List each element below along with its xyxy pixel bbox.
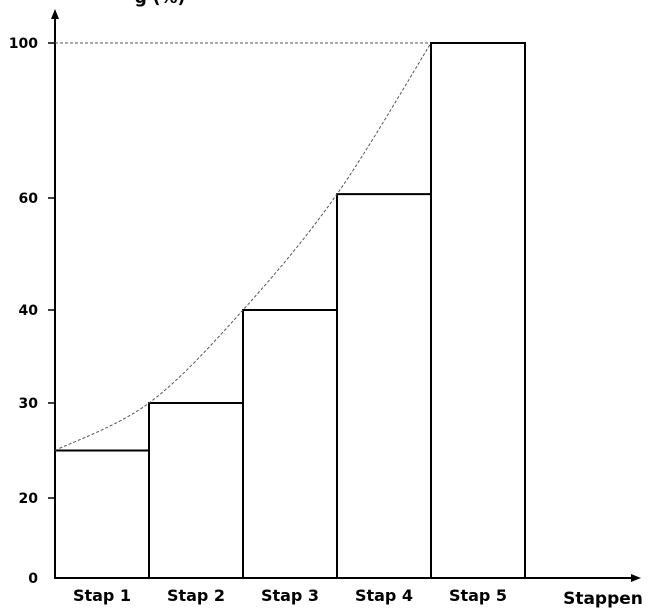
- trend-curve-group: [54, 42, 432, 451]
- y-ticks-group: 0 20 30 40 60 100: [9, 36, 55, 587]
- y-tick-label: 60: [19, 191, 39, 207]
- x-category-label: Stap 3: [261, 586, 319, 605]
- x-category-label: Stap 5: [449, 586, 507, 605]
- y-tick-label: 30: [19, 396, 39, 412]
- y-axis-title: g (%): [135, 0, 186, 8]
- x-labels-group: Stap 1 Stap 2 Stap 3 Stap 4 Stap 5: [73, 586, 507, 605]
- y-tick-label: 100: [9, 36, 38, 52]
- y-tick-label: 0: [28, 571, 38, 587]
- bar: [430, 42, 526, 579]
- x-category-label: Stap 4: [355, 586, 413, 605]
- y-tick-label: 40: [19, 303, 39, 319]
- trend-curve: [54, 42, 432, 451]
- bar: [242, 309, 338, 579]
- y-tick-label: 20: [19, 491, 39, 507]
- x-category-label: Stap 2: [167, 586, 225, 605]
- bar: [54, 449, 150, 579]
- bar: [336, 193, 432, 579]
- bars-group: [54, 42, 526, 579]
- x-axis-title: Stappen: [563, 589, 643, 608]
- bar: [148, 402, 244, 579]
- x-category-label: Stap 1: [73, 586, 131, 605]
